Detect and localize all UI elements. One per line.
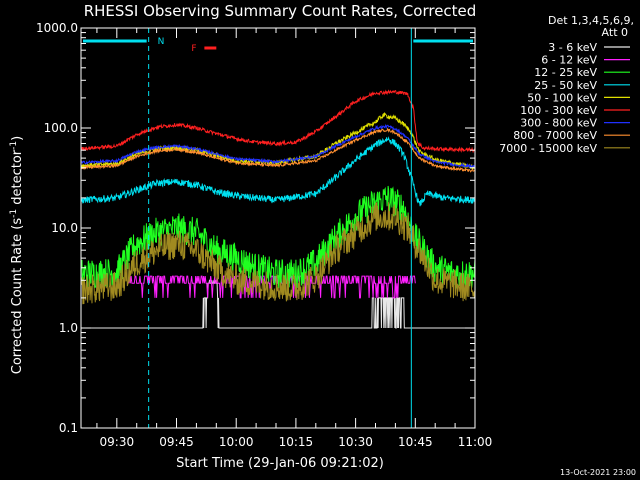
x-tick-label: 09:45 <box>159 435 194 449</box>
legend-label: 50 - 100 keV <box>527 91 597 104</box>
y-label-sup-2: -1 <box>9 141 19 150</box>
x-tick-label: 11:00 <box>458 435 493 449</box>
series-1-line <box>128 275 416 299</box>
night-indicators: NF <box>83 37 473 54</box>
chart-title: RHESSI Observing Summary Count Rates, Co… <box>84 2 477 20</box>
series-8-line <box>80 202 476 305</box>
series-6-line <box>80 123 476 169</box>
x-axis-label: Start Time (29-Jan-06 09:21:02) <box>176 456 384 471</box>
y-axis-label: Corrected Count Rate (s-1 detector-1) <box>9 136 25 374</box>
y-tick-label: 1.0 <box>59 321 78 335</box>
footer-date: 13-Oct-2021 23:00 <box>560 468 636 477</box>
legend-label: 300 - 800 keV <box>520 117 597 130</box>
x-tick-label: 09:30 <box>100 435 135 449</box>
legend-label: 12 - 25 keV <box>534 66 597 79</box>
legend-label: 800 - 7000 keV <box>513 129 597 142</box>
legend-label: 3 - 6 keV <box>548 41 597 54</box>
legend-att: Att 0 <box>602 26 628 39</box>
x-tick-label: 10:15 <box>279 435 314 449</box>
series-0-line <box>81 279 475 329</box>
y-tick-label: 10.0 <box>51 221 78 235</box>
y-label-part-3: ) <box>10 136 25 141</box>
series-7-line <box>80 127 476 173</box>
legend-label: 25 - 50 keV <box>534 79 597 92</box>
y-ticks: 1000.0 100.0 10.0 1.0 0.1 <box>36 21 475 435</box>
y-label-part-2: detector <box>10 149 25 209</box>
legend-label: 100 - 300 keV <box>520 104 597 117</box>
x-tick-label: 10:45 <box>398 435 433 449</box>
y-label-sup-1: -1 <box>9 209 19 218</box>
x-ticks: 09:30 09:45 10:00 10:15 10:30 10:45 11:00 <box>96 28 493 449</box>
legend-header: Det 1,3,4,5,6,9, <box>548 14 634 27</box>
legend-label: 7000 - 15000 keV <box>499 142 597 155</box>
x-tick-label: 10:00 <box>219 435 254 449</box>
legend-label: 6 - 12 keV <box>541 54 597 67</box>
series-5-line <box>80 89 476 154</box>
series-3-line <box>80 136 476 207</box>
x-tick-label: 10:30 <box>338 435 373 449</box>
series-lines <box>80 89 476 329</box>
flare-label: F <box>191 44 196 54</box>
series-2-line <box>80 185 476 289</box>
y-tick-label: 100.0 <box>44 121 78 135</box>
night-label: N <box>158 37 165 47</box>
y-tick-label: 0.1 <box>59 421 78 435</box>
y-tick-label: 1000.0 <box>36 21 78 35</box>
y-label-part-1: Corrected Count Rate (s <box>10 218 25 375</box>
